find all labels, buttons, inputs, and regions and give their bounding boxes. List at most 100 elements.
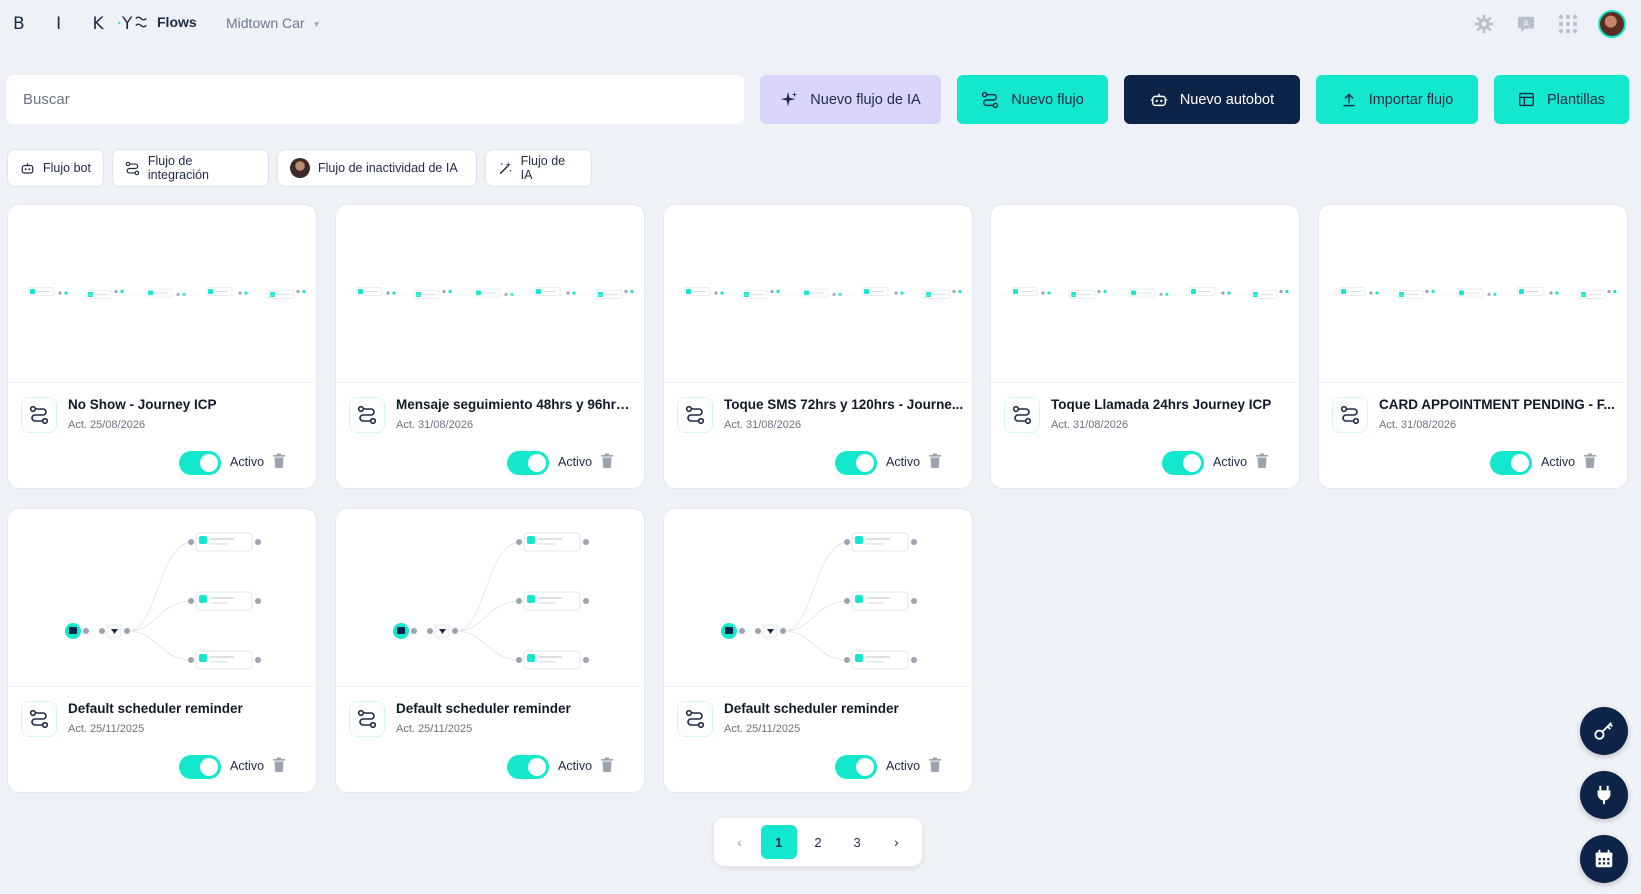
prev-page-button[interactable]: ‹ [737,834,742,850]
flow-active-toggle[interactable] [507,755,549,779]
translate-icon[interactable]: A [1514,12,1538,36]
flow-diagram-thumbnail [721,532,917,670]
robot-icon [1150,93,1167,106]
flow-route-icon [349,397,385,433]
templates-button[interactable]: Plantillas [1494,75,1629,124]
flow-preview[interactable] [336,509,644,687]
import-flow-button[interactable]: Importar flujo [1316,75,1478,124]
flow-route-icon [21,397,57,433]
filter-label: Flujo bot [43,161,91,175]
flow-title[interactable]: Default scheduler reminder [724,701,899,716]
flow-card[interactable]: Toque SMS 72hrs y 120hrs - Journe... Act.… [663,204,973,489]
search-input[interactable] [7,75,744,124]
account-selector[interactable]: Midtown Car ▼ [226,15,321,31]
filter-label: Flujo de IA [520,154,566,182]
page-2-button[interactable]: 2 [814,834,822,850]
flow-diagram-thumbnail [393,532,589,670]
flow-card[interactable]: Default scheduler reminder Act. 25/11/202… [335,508,645,793]
flow-card[interactable]: CARD APPOINTMENT PENDING - F... Act. 31/0… [1318,204,1628,489]
flow-active-toggle[interactable] [179,755,221,779]
flow-preview[interactable] [664,205,972,383]
flow-title[interactable]: Toque Llamada 24hrs Journey ICP [1051,397,1272,412]
flow-status-label: Activo [230,759,265,773]
calendar-icon [1595,849,1613,868]
flow-title[interactable]: Toque SMS 72hrs y 120hrs - Journe... [724,397,964,412]
page-3-button[interactable]: 3 [853,834,861,850]
delete-icon[interactable] [272,453,288,471]
filter-flujo-integracion[interactable]: Flujo de integración [112,149,269,187]
flow-title[interactable]: Default scheduler reminder [396,701,571,716]
biky-logo[interactable]: B I K·Y [13,14,145,34]
flow-active-toggle[interactable] [507,451,549,475]
apps-grid-icon[interactable] [1556,12,1580,36]
logo-text: B I K·Y [13,14,146,34]
flow-status-label: Activo [1213,455,1248,469]
flow-preview[interactable] [1319,205,1627,383]
delete-icon[interactable] [928,757,944,775]
flow-route-icon [1332,397,1368,433]
chevron-down-icon: ▼ [312,19,321,29]
robot-icon [21,162,34,174]
flow-title[interactable]: CARD APPOINTMENT PENDING - F... [1379,397,1615,412]
delete-icon[interactable] [928,453,944,471]
flow-status-label: Activo [558,759,593,773]
flow-diagram-thumbnail [674,287,964,299]
flow-preview[interactable] [991,205,1299,383]
delete-icon[interactable] [1255,453,1271,471]
flow-diagram-thumbnail [18,287,308,299]
new-ai-flow-button[interactable]: Nuevo flujo de IA [760,75,941,124]
delete-icon[interactable] [272,757,288,775]
flow-route-icon [125,161,140,175]
flow-diagram-thumbnail [346,287,636,299]
delete-icon[interactable] [600,757,616,775]
flow-card[interactable]: Default scheduler reminder Act. 25/11/202… [663,508,973,793]
nav-flows[interactable]: Flows [134,14,197,30]
new-autobot-label: Nuevo autobot [1179,91,1275,108]
flow-active-toggle[interactable] [179,451,221,475]
flow-active-toggle[interactable] [835,755,877,779]
new-autobot-button[interactable]: Nuevo autobot [1124,75,1300,124]
flow-diagram-thumbnail [1001,287,1291,299]
filter-flujo-inactividad-ia[interactable]: Flujo de inactividad de IA [277,149,477,187]
new-flow-label: Nuevo flujo [1011,91,1084,108]
next-page-button[interactable]: › [894,834,899,850]
flow-updated-date: Act. 25/11/2025 [724,723,801,735]
flow-card[interactable]: Mensaje seguimiento 48hrs y 96hrs ... Act… [335,204,645,489]
flow-title[interactable]: No Show - Journey ICP [68,397,217,412]
flow-status-label: Activo [886,759,921,773]
flow-preview[interactable] [336,205,644,383]
api-keys-button[interactable] [1580,707,1628,755]
page-1-button[interactable]: 1 [760,825,797,859]
flow-preview[interactable] [664,509,972,687]
flow-card[interactable]: Default scheduler reminder Act. 25/11/202… [7,508,317,793]
flow-diagram-thumbnail [1329,287,1619,299]
integrations-button[interactable] [1580,771,1628,819]
delete-icon[interactable] [600,453,616,471]
templates-label: Plantillas [1546,91,1606,108]
user-avatar[interactable] [1598,10,1626,38]
delete-icon[interactable] [1583,453,1599,471]
flow-updated-date: Act. 25/08/2026 [68,419,146,431]
flow-status-label: Activo [1541,455,1576,469]
filter-flujo-bot[interactable]: Flujo bot [7,149,104,187]
calendar-button[interactable] [1580,835,1628,883]
svg-text:A: A [1523,18,1529,28]
flow-title[interactable]: Mensaje seguimiento 48hrs y 96hrs ... [396,397,636,412]
flow-title[interactable]: Default scheduler reminder [68,701,243,716]
flow-updated-date: Act. 31/08/2026 [1379,419,1457,431]
flow-active-toggle[interactable] [1162,451,1204,475]
flow-active-toggle[interactable] [835,451,877,475]
flow-active-toggle[interactable] [1490,451,1532,475]
flow-card[interactable]: Toque Llamada 24hrs Journey ICP Act. 31/0… [990,204,1300,489]
new-ai-flow-label: Nuevo flujo de IA [810,91,921,108]
flow-preview[interactable] [8,509,316,687]
pagination: ‹ 1 2 3 › [714,818,922,866]
new-flow-button[interactable]: Nuevo flujo [957,75,1108,124]
filter-flujo-ia[interactable]: Flujo de IA [485,149,592,187]
flow-preview[interactable] [8,205,316,383]
sparkle-icon [781,91,798,106]
settings-icon[interactable] [1472,12,1496,36]
agent-avatar-icon [290,158,310,178]
flow-card[interactable]: No Show - Journey ICP Act. 25/08/2026 Acti… [7,204,317,489]
flow-diagram-thumbnail [65,532,261,670]
